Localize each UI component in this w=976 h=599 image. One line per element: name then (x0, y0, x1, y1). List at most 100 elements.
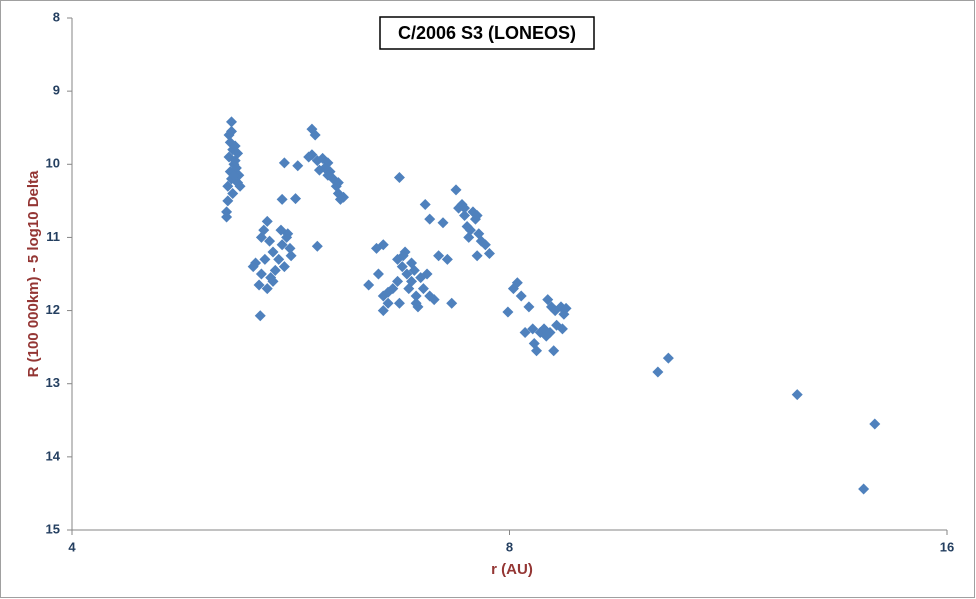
y-tick-label: 12 (46, 302, 60, 317)
data-point (417, 283, 429, 295)
x-tick-label: 8 (506, 539, 513, 554)
data-point (261, 283, 273, 295)
data-point (511, 277, 523, 289)
data-point (303, 151, 315, 163)
data-point (531, 345, 543, 357)
data-point (428, 294, 440, 306)
y-tick-label: 13 (46, 375, 60, 390)
chart-title: C/2006 S3 (LONEOS) (398, 23, 576, 43)
data-point (421, 268, 433, 280)
data-point (393, 171, 405, 183)
data-point (377, 239, 389, 251)
data-point (278, 157, 290, 169)
data-point (223, 129, 235, 141)
data-point (228, 169, 240, 181)
data-point (560, 302, 572, 314)
data-point (463, 231, 475, 243)
data-point (313, 164, 325, 176)
y-tick-label: 9 (53, 83, 60, 98)
data-point (278, 261, 290, 273)
x-tick-label: 16 (940, 539, 954, 554)
data-point (221, 211, 233, 223)
title-box (379, 16, 595, 50)
data-point (332, 177, 344, 189)
data-point (226, 116, 238, 128)
data-point (229, 155, 241, 167)
data-point (292, 160, 304, 172)
data-point (267, 246, 279, 258)
data-point (309, 129, 321, 141)
data-point (652, 366, 664, 378)
data-point (259, 253, 271, 265)
data-point (253, 279, 265, 291)
data-point (338, 191, 350, 203)
data-point (401, 268, 413, 280)
data-point (502, 306, 514, 318)
data-point (276, 193, 288, 205)
data-point (284, 242, 296, 254)
data-point (446, 297, 458, 309)
y-tick-label: 14 (46, 448, 61, 463)
data-point (264, 235, 276, 247)
data-point (556, 323, 568, 335)
data-point (471, 209, 483, 221)
x-tick-label: 4 (68, 539, 76, 554)
data-point (459, 202, 471, 214)
data-point (269, 264, 281, 276)
data-point (515, 290, 527, 302)
data-point (290, 193, 302, 205)
data-point (382, 286, 394, 298)
data-point (234, 180, 246, 192)
data-point (392, 275, 404, 287)
data-point (377, 305, 389, 317)
x-axis-label: r (AU) (491, 561, 533, 578)
data-point (397, 250, 409, 262)
data-point (544, 327, 556, 339)
data-point (424, 213, 436, 225)
data-point (483, 248, 495, 260)
data-point (396, 261, 408, 273)
data-point (222, 195, 234, 207)
data-point (450, 184, 462, 196)
data-point (410, 290, 422, 302)
data-point (406, 275, 418, 287)
data-point (523, 301, 535, 313)
data-point (382, 297, 394, 309)
data-point (791, 389, 803, 401)
data-point (419, 199, 431, 211)
data-point (322, 169, 334, 181)
data-point (406, 257, 418, 269)
data-point (372, 268, 384, 280)
y-axis-label: R (100 000km) - 5 log10 Delta (25, 170, 42, 377)
data-point (441, 253, 453, 265)
y-tick-label: 10 (46, 156, 60, 171)
data-point (311, 240, 323, 252)
data-point (479, 239, 491, 251)
data-point (255, 231, 267, 243)
data-point (276, 239, 288, 251)
data-point (548, 345, 560, 357)
data-point (464, 224, 476, 236)
data-point (227, 188, 239, 200)
data-point (285, 250, 297, 262)
data-point (261, 215, 273, 227)
data-point (437, 217, 449, 229)
data-point (363, 279, 375, 291)
data-point (662, 352, 674, 364)
data-point (255, 268, 267, 280)
data-point (459, 209, 471, 221)
data-point (275, 224, 287, 236)
data-point (273, 253, 285, 265)
data-point (393, 297, 405, 309)
data-point (265, 272, 277, 284)
data-point (410, 297, 422, 309)
data-point (527, 323, 539, 335)
data-point (869, 418, 881, 430)
data-point (858, 483, 870, 495)
y-tick-label: 11 (46, 229, 60, 244)
data-point (542, 294, 554, 306)
data-point (247, 261, 259, 273)
y-tick-label: 15 (46, 521, 60, 536)
